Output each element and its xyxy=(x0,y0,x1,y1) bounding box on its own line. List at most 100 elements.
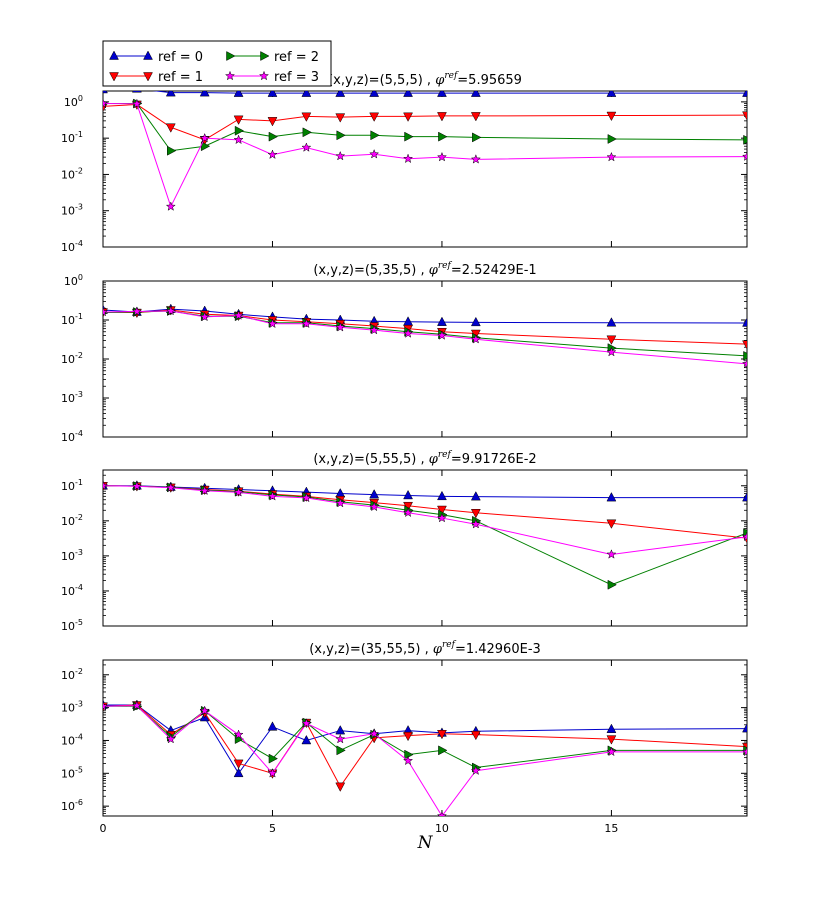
data-point-triangle-down xyxy=(437,730,447,740)
panel-series-group xyxy=(103,699,747,816)
legend-marker xyxy=(143,50,153,60)
data-point-triangle-down xyxy=(606,111,617,122)
legend-marker xyxy=(143,72,153,82)
series-line-triangle-up xyxy=(152,91,747,94)
data-point-star xyxy=(301,142,312,152)
plot-area-frame xyxy=(102,659,748,817)
data-point-star xyxy=(470,765,481,776)
data-point-triangle-down xyxy=(437,112,447,122)
y-tick-exponent: -1 xyxy=(75,312,83,321)
panel-title-value: =9.91726E-2 xyxy=(451,452,537,467)
data-point-triangle-up xyxy=(233,767,244,778)
data-point-star xyxy=(335,321,346,332)
y-tick-label: 10-2 xyxy=(61,513,83,528)
data-point-triangle-up xyxy=(233,91,244,97)
panel-title-phi-sup: ref xyxy=(438,261,453,271)
y-tick-exponent: -6 xyxy=(75,798,83,807)
data-point-star xyxy=(131,700,142,710)
y-tick-exponent: -2 xyxy=(75,667,83,676)
data-point-star xyxy=(131,480,142,491)
data-point-triangle-right xyxy=(268,131,279,142)
panel-title-location: (x,y,z)=(5,5,5) , xyxy=(328,73,435,88)
data-point-star xyxy=(267,490,278,501)
data-point-triangle-right xyxy=(336,745,346,756)
legend-label: ref = 0 xyxy=(158,50,203,65)
panel-title-phi: φ xyxy=(435,73,445,88)
data-point-star xyxy=(741,531,747,542)
y-tick-base: 10 xyxy=(61,550,75,563)
data-point-triangle-down xyxy=(165,123,176,133)
legend-frame xyxy=(102,40,332,87)
data-point-triangle-up xyxy=(742,723,747,733)
data-point-triangle-down xyxy=(369,112,380,122)
data-point-star xyxy=(267,149,278,160)
panel-title: (x,y,z)=(5,5,5) , φref=5.95659 xyxy=(328,71,522,88)
data-point-triangle-up xyxy=(606,91,617,97)
plot-area-frame xyxy=(102,469,748,627)
y-tick-base: 10 xyxy=(61,205,75,218)
panel-3: (x,y,z)=(5,55,5) , φref=9.91726E-210-510… xyxy=(61,450,748,633)
legend-entry: ref = 0 xyxy=(109,50,203,65)
series-line-star xyxy=(103,103,747,208)
data-point-triangle-up xyxy=(606,723,617,733)
legend-marker xyxy=(109,50,119,60)
series-line-triangle-up xyxy=(103,485,747,499)
data-point-star xyxy=(335,497,346,508)
data-point-triangle-right xyxy=(167,145,177,156)
data-point-triangle-up xyxy=(606,492,617,502)
panel-title-location: (x,y,z)=(5,55,5) , xyxy=(313,452,428,467)
y-tick-label: 10-3 xyxy=(61,203,83,218)
data-point-triangle-down xyxy=(606,335,617,345)
data-point-star xyxy=(199,705,210,716)
series-line-star xyxy=(103,310,747,365)
y-tick-label: 10-2 xyxy=(61,166,83,181)
x-axis-label: N xyxy=(417,833,434,853)
data-point-triangle-up xyxy=(437,490,447,501)
y-tick-label: 10-3 xyxy=(61,390,83,405)
data-point-star xyxy=(267,767,278,778)
y-tick-exponent: -4 xyxy=(75,732,83,741)
data-point-triangle-right xyxy=(268,753,279,764)
y-tick-base: 10 xyxy=(61,620,75,633)
y-tick-base: 10 xyxy=(61,767,75,780)
y-tick-exponent: -4 xyxy=(75,429,83,438)
data-point-triangle-up xyxy=(335,91,346,97)
data-point-triangle-down xyxy=(403,731,413,742)
y-tick-label: 10-2 xyxy=(61,667,83,682)
data-point-star xyxy=(103,700,109,711)
data-point-triangle-up xyxy=(103,91,108,94)
data-point-triangle-up xyxy=(369,91,380,97)
y-tick-base: 10 xyxy=(61,353,75,366)
data-point-star xyxy=(369,728,380,739)
x-tick-label: 15 xyxy=(604,822,618,835)
data-point-star xyxy=(301,492,312,503)
data-point-star xyxy=(606,549,617,559)
y-tick-exponent: -2 xyxy=(75,351,83,360)
legend-marker xyxy=(224,70,236,81)
data-point-star xyxy=(233,729,244,739)
data-point-star xyxy=(233,310,244,320)
data-point-star xyxy=(470,333,481,344)
y-tick-base: 10 xyxy=(61,669,75,682)
y-tick-exponent: -5 xyxy=(75,618,83,627)
data-point-star xyxy=(741,151,747,161)
y-tick-label: 10-5 xyxy=(61,618,83,633)
data-point-triangle-down xyxy=(267,117,278,127)
data-point-star xyxy=(436,151,448,162)
y-tick-base: 10 xyxy=(61,480,75,493)
data-point-triangle-down xyxy=(403,112,413,122)
data-point-triangle-down xyxy=(335,782,346,792)
y-tick-exponent: -1 xyxy=(75,130,83,139)
y-tick-base: 10 xyxy=(61,734,75,747)
y-tick-base: 10 xyxy=(61,392,75,405)
data-point-star xyxy=(335,733,346,744)
data-point-star xyxy=(103,98,109,108)
x-tick-label: 5 xyxy=(269,822,276,835)
data-point-triangle-right xyxy=(743,350,747,361)
data-point-triangle-up xyxy=(437,91,447,97)
y-tick-label: 10-4 xyxy=(61,583,83,598)
data-point-triangle-right xyxy=(743,134,747,145)
y-tick-exponent: -3 xyxy=(75,203,83,212)
